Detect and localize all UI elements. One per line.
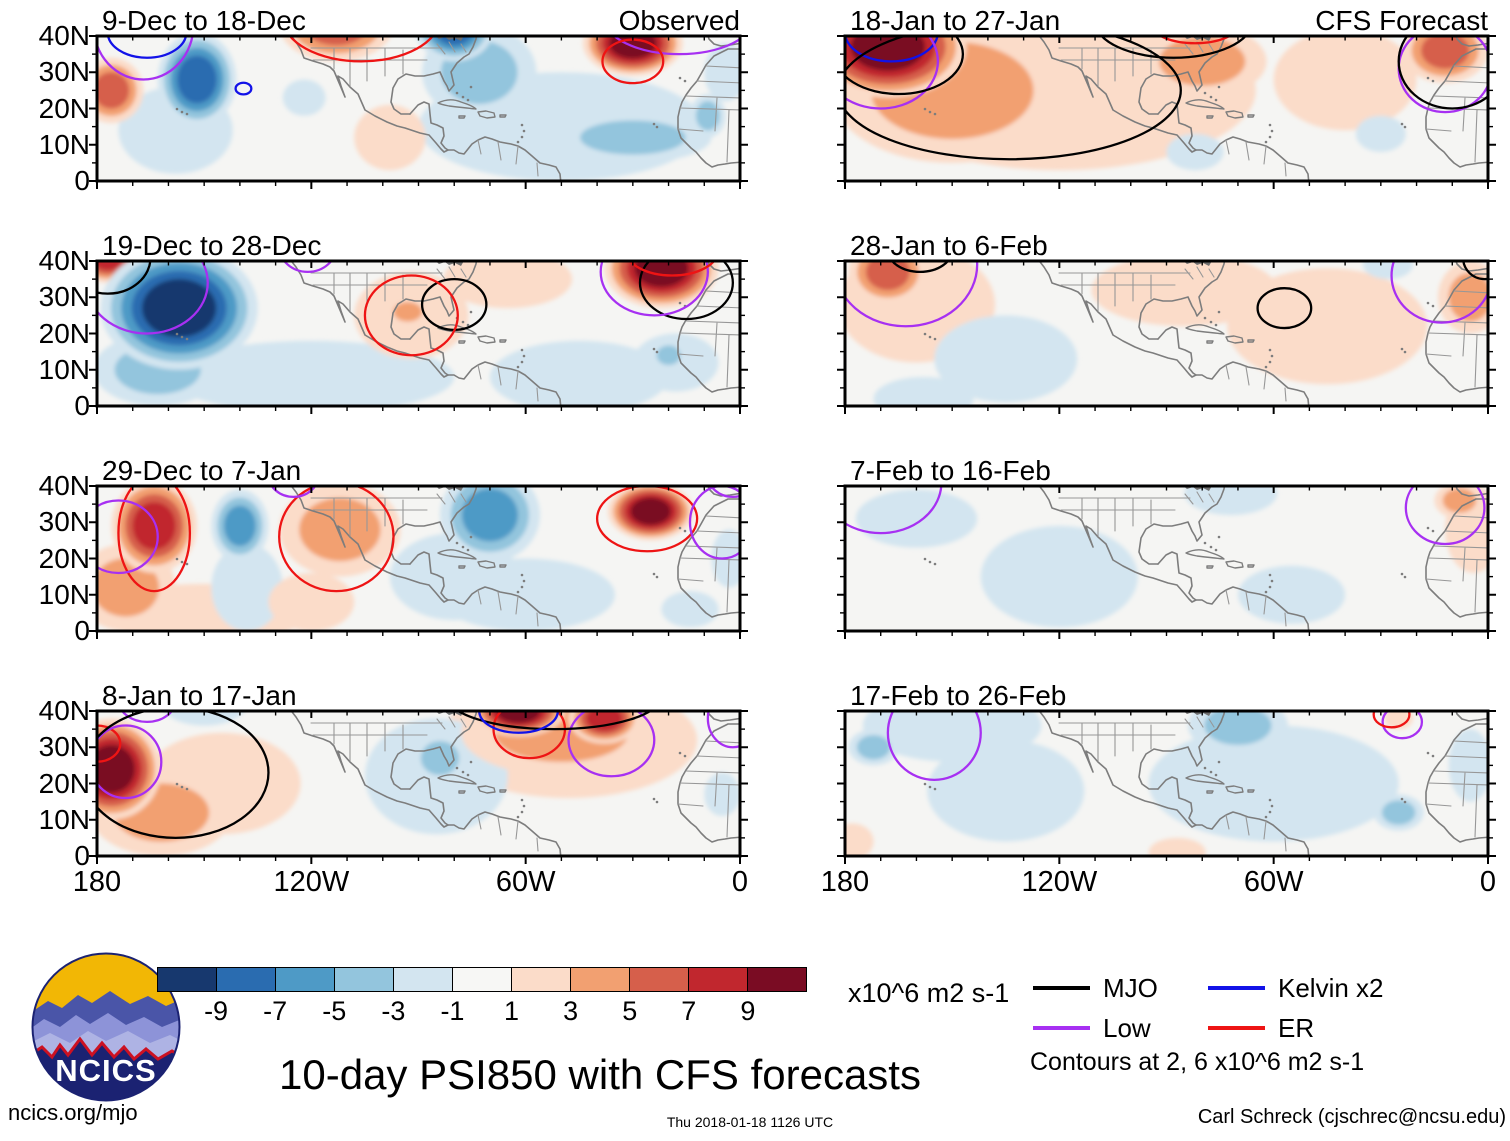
mjo-legend-label: MJO bbox=[1103, 973, 1158, 1003]
colorbar-cell bbox=[748, 968, 806, 991]
colorbar-tick-label: 3 bbox=[563, 996, 579, 1026]
y-tick-label: 20N bbox=[38, 317, 90, 349]
ncics-logo: NCICS bbox=[31, 952, 181, 1102]
y-tick-label: 10N bbox=[38, 353, 90, 385]
y-tick-label: 10N bbox=[38, 578, 90, 610]
panel-title-r1: 18-Jan to 27-Jan bbox=[850, 5, 1061, 36]
kelvin-legend-line bbox=[1208, 986, 1265, 990]
y-tick-label: 0 bbox=[74, 615, 90, 646]
colorbar-tick-label: -9 bbox=[204, 996, 229, 1026]
y-tick-label: 20N bbox=[38, 92, 90, 124]
ncics-logo-art: NCICS bbox=[32, 953, 180, 1101]
map-panel-l2 bbox=[89, 259, 748, 414]
x-tick-label: 0 bbox=[1479, 866, 1497, 898]
low-legend-line bbox=[1033, 1026, 1090, 1030]
x-tick-label: 180 bbox=[820, 866, 870, 898]
ncics-logo-label: NCICS bbox=[55, 1053, 156, 1088]
panel-title-r2: 28-Jan to 6-Feb bbox=[850, 230, 1048, 261]
er-legend-label: ER bbox=[1278, 1013, 1315, 1043]
panel-corner-label-l1: Observed bbox=[618, 5, 740, 36]
y-tick-label: 40N bbox=[38, 470, 90, 501]
x-tick-label: 60W bbox=[1243, 866, 1304, 898]
x-tick-label: 120W bbox=[273, 866, 350, 898]
y-tick-label: 20N bbox=[38, 767, 90, 799]
colorbar-cell bbox=[512, 968, 571, 991]
x-tick-label: 120W bbox=[1021, 866, 1098, 898]
y-tick-label: 30N bbox=[38, 731, 90, 763]
colorbar-cell bbox=[158, 968, 217, 991]
colorbar-tick-label: -7 bbox=[263, 996, 288, 1026]
kelvin-legend-label: Kelvin x2 bbox=[1278, 973, 1384, 1003]
colorbar-cell bbox=[689, 968, 748, 991]
panel-title-l1: 9-Dec to 18-Dec bbox=[102, 5, 306, 36]
x-tick-label: 60W bbox=[495, 866, 556, 898]
y-tick-label: 10N bbox=[38, 803, 90, 835]
panel-corner-label-r1: CFS Forecast bbox=[1315, 5, 1488, 36]
map-panel-l3 bbox=[89, 484, 748, 639]
footer-credit: Carl Schreck (cjschrec@ncsu.edu) bbox=[1197, 1106, 1506, 1128]
y-tick-label: 0 bbox=[74, 390, 90, 421]
colorbar-cell bbox=[335, 968, 394, 991]
colorbar-units: x10^6 m2 s-1 bbox=[848, 978, 1010, 1008]
panel-title-r3: 7-Feb to 16-Feb bbox=[850, 455, 1051, 486]
y-tick-label: 20N bbox=[38, 542, 90, 574]
map-panel-r2 bbox=[837, 259, 1496, 414]
map-panel-r1 bbox=[837, 34, 1496, 189]
map-panel-l1 bbox=[89, 34, 748, 189]
y-tick-label: 30N bbox=[38, 281, 90, 313]
low-legend-label: Low bbox=[1103, 1013, 1151, 1043]
map-panel-r4 bbox=[837, 709, 1496, 864]
y-tick-label: 40N bbox=[38, 695, 90, 726]
panel-title-l2: 19-Dec to 28-Dec bbox=[102, 230, 322, 261]
colorbar-tick-label: 1 bbox=[504, 996, 520, 1026]
colorbar-cell bbox=[394, 968, 453, 991]
y-tick-label: 0 bbox=[74, 840, 90, 871]
colorbar-tick-label: -5 bbox=[322, 996, 347, 1026]
x-tick-label: 0 bbox=[731, 866, 749, 898]
colorbar-tick-label: -3 bbox=[381, 996, 406, 1026]
mjo-legend-line bbox=[1033, 986, 1090, 990]
figure-title: 10-day PSI850 with CFS forecasts bbox=[279, 1051, 921, 1098]
colorbar-cell bbox=[630, 968, 689, 991]
panel-title-l3: 29-Dec to 7-Jan bbox=[102, 455, 302, 486]
y-tick-label: 40N bbox=[38, 20, 90, 51]
panel-title-l4: 8-Jan to 17-Jan bbox=[102, 680, 297, 711]
colorbar-cell bbox=[276, 968, 335, 991]
y-tick-label: 0 bbox=[74, 165, 90, 196]
y-tick-label: 30N bbox=[38, 56, 90, 88]
er-legend-line bbox=[1208, 1026, 1265, 1030]
colorbar-cell bbox=[453, 968, 512, 991]
map-panel-l4 bbox=[89, 709, 748, 864]
colorbar-cell bbox=[217, 968, 276, 991]
colorbar-tick-label: 7 bbox=[681, 996, 697, 1026]
colorbar-tick-label: -1 bbox=[440, 996, 465, 1026]
panel-title-r4: 17-Feb to 26-Feb bbox=[850, 680, 1067, 711]
footer-site: ncics.org/mjo bbox=[8, 1100, 138, 1125]
colorbar-tick-label: 5 bbox=[622, 996, 638, 1026]
y-tick-label: 10N bbox=[38, 128, 90, 160]
colorbar-cell bbox=[571, 968, 630, 991]
colorbar bbox=[157, 967, 807, 992]
y-tick-label: 40N bbox=[38, 245, 90, 276]
y-tick-label: 30N bbox=[38, 506, 90, 538]
map-panel-r3 bbox=[837, 484, 1496, 639]
colorbar-tick-label: 9 bbox=[740, 996, 756, 1026]
x-tick-label: 180 bbox=[72, 866, 122, 898]
legend-note: Contours at 2, 6 x10^6 m2 s-1 bbox=[1030, 1048, 1365, 1076]
footer-timestamp: Thu 2018-01-18 1126 UTC bbox=[666, 1114, 834, 1130]
